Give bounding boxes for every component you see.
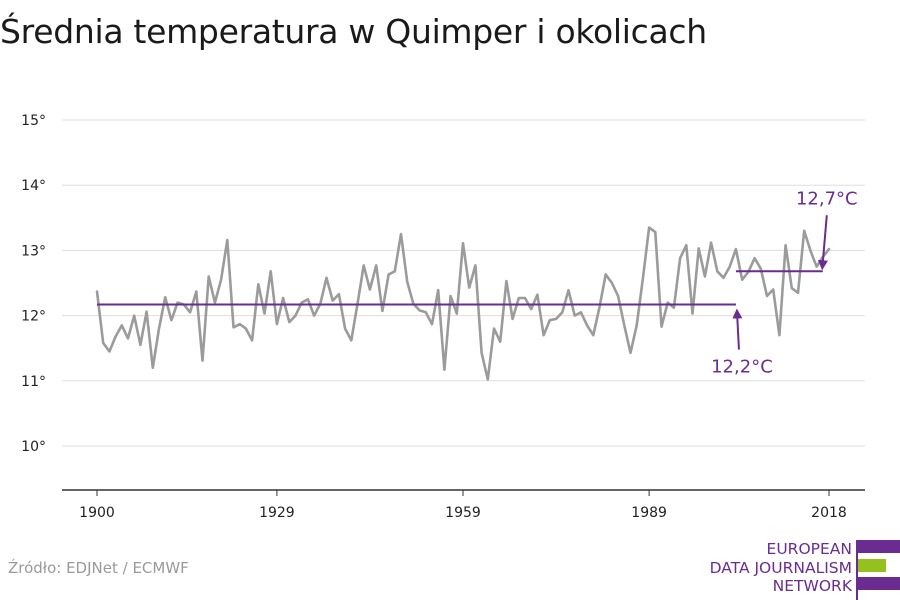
annotation-arrow-historic: [732, 308, 743, 350]
source-note: Źródło: EDJNet / ECMWF: [8, 559, 189, 577]
annotation-arrow-recent: [817, 215, 828, 271]
logo-text: EUROPEAN DATA JOURNALISM NETWORK: [710, 540, 852, 596]
y-tick-label: 14°: [21, 178, 46, 194]
x-tick-label: 1929: [259, 505, 295, 521]
annotation-label-recent: 12,7°C: [796, 188, 858, 209]
edjnet-logo[interactable]: EUROPEAN DATA JOURNALISM NETWORK: [700, 540, 900, 600]
x-tick-label: 1900: [79, 505, 115, 521]
y-tick-label: 13°: [21, 243, 46, 259]
temperature-series-line: [95, 226, 831, 381]
logo-line-3: NETWORK: [772, 577, 852, 595]
x-tick-label: 1989: [631, 505, 667, 521]
y-tick-label: 10°: [21, 439, 46, 455]
chart-title: Średnia temperatura w Quimper i okolicac…: [0, 12, 707, 51]
logo-mark-icon: [856, 540, 900, 600]
y-tick-label: 11°: [21, 374, 46, 390]
y-tick-label: 15°: [21, 113, 46, 129]
x-tick-label: 2018: [811, 505, 847, 521]
logo-line-1: EUROPEAN: [766, 540, 852, 558]
annotation-label-historic: 12,2°C: [711, 357, 773, 378]
x-tick-label: 1959: [445, 505, 481, 521]
y-tick-label: 12°: [21, 309, 46, 325]
logo-line-2: DATA JOURNALISM: [709, 558, 852, 577]
